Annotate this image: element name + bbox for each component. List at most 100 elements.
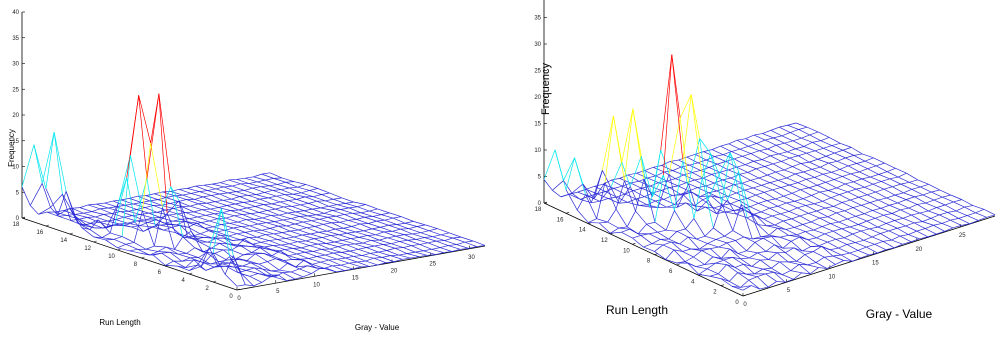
x-axis-line	[742, 215, 996, 297]
mesh-line	[274, 272, 284, 278]
mesh-line	[615, 208, 628, 227]
mesh-line	[644, 196, 656, 202]
mesh-line	[282, 218, 292, 221]
mesh-line	[630, 180, 640, 184]
mesh-line	[123, 215, 133, 218]
mesh-line	[686, 154, 696, 158]
mesh-line	[339, 222, 352, 227]
mesh-line	[799, 212, 809, 217]
mesh-line	[395, 234, 405, 237]
mesh-line	[693, 256, 705, 265]
mesh-line	[708, 190, 717, 194]
mesh-line	[309, 188, 318, 191]
mesh-line	[236, 233, 250, 238]
mesh-line	[721, 248, 730, 259]
mesh-line	[845, 181, 854, 185]
mesh-line	[967, 212, 976, 216]
mesh-line	[744, 209, 756, 216]
mesh-line	[415, 251, 428, 256]
mesh-line	[225, 217, 238, 223]
mesh-line	[246, 270, 259, 274]
mesh-line	[169, 251, 179, 255]
mesh-line	[790, 240, 803, 252]
mesh-line	[204, 226, 214, 229]
mesh-line	[125, 242, 135, 245]
mesh-line	[781, 132, 791, 137]
mesh-line	[875, 162, 885, 167]
mesh-line	[877, 226, 890, 232]
mesh-line	[661, 190, 673, 196]
mesh-line	[388, 224, 397, 226]
mesh-line	[444, 240, 457, 245]
mesh-line	[814, 173, 824, 178]
mesh-line	[791, 218, 803, 225]
mesh-line	[577, 191, 589, 197]
mesh-line	[652, 174, 664, 197]
mesh-line	[166, 246, 175, 250]
mesh-line	[576, 209, 589, 223]
mesh-line	[696, 199, 709, 212]
mesh-line	[713, 227, 725, 237]
mesh-line	[663, 54, 673, 176]
mesh-line	[925, 202, 937, 208]
mesh-line	[882, 241, 895, 249]
mesh-line	[250, 262, 260, 265]
mesh-line	[753, 134, 766, 141]
mesh-line	[380, 226, 393, 232]
mesh-line	[927, 233, 937, 238]
mesh-line	[672, 194, 684, 196]
mesh-line	[162, 191, 175, 197]
y-tick-label: 0	[735, 300, 739, 306]
mesh-line	[842, 149, 855, 156]
mesh-line	[916, 204, 929, 212]
mesh-line	[273, 232, 283, 235]
mesh-line	[299, 216, 312, 221]
mesh-line	[740, 257, 750, 260]
mesh-line	[682, 94, 692, 161]
mesh-line	[335, 227, 344, 230]
mesh-line	[710, 246, 719, 250]
mesh-line	[800, 189, 812, 196]
mesh-line	[303, 273, 312, 278]
mesh-line	[274, 276, 287, 281]
mesh-line	[772, 187, 782, 191]
mesh-line	[362, 242, 375, 247]
mesh-line	[705, 185, 718, 192]
mesh-line	[237, 221, 250, 227]
mesh-line	[571, 183, 584, 194]
mesh-line	[271, 255, 284, 261]
mesh-line	[378, 250, 387, 253]
mesh-line	[805, 205, 817, 212]
mesh-line	[713, 203, 723, 229]
mesh-line	[365, 260, 378, 266]
mesh-line	[925, 224, 934, 229]
mesh-line	[215, 188, 228, 194]
mesh-line	[806, 150, 816, 154]
mesh-line	[677, 182, 687, 187]
mesh-line	[765, 271, 775, 275]
mesh-line	[349, 261, 358, 264]
mesh-line	[652, 192, 664, 200]
mesh-line	[198, 257, 211, 265]
mesh-line	[838, 244, 848, 249]
mesh-line	[764, 139, 777, 146]
mesh-line	[170, 186, 184, 237]
mesh-line	[377, 262, 386, 266]
mesh-line	[630, 182, 642, 189]
mesh-line	[796, 231, 806, 236]
mesh-line	[186, 199, 199, 205]
mesh-line	[787, 148, 796, 153]
mesh-line	[661, 187, 670, 191]
mesh-line	[942, 196, 954, 203]
mesh-line	[756, 276, 769, 288]
mesh-line	[778, 177, 787, 181]
z-tick-label: 20	[534, 95, 541, 101]
mesh-line	[856, 186, 865, 190]
mesh-line	[443, 251, 452, 253]
mesh-line	[279, 263, 288, 271]
mesh-line	[285, 238, 298, 243]
mesh-line	[765, 273, 777, 282]
mesh-line	[410, 256, 419, 259]
mesh-line	[836, 212, 848, 220]
mesh-line	[238, 209, 251, 214]
